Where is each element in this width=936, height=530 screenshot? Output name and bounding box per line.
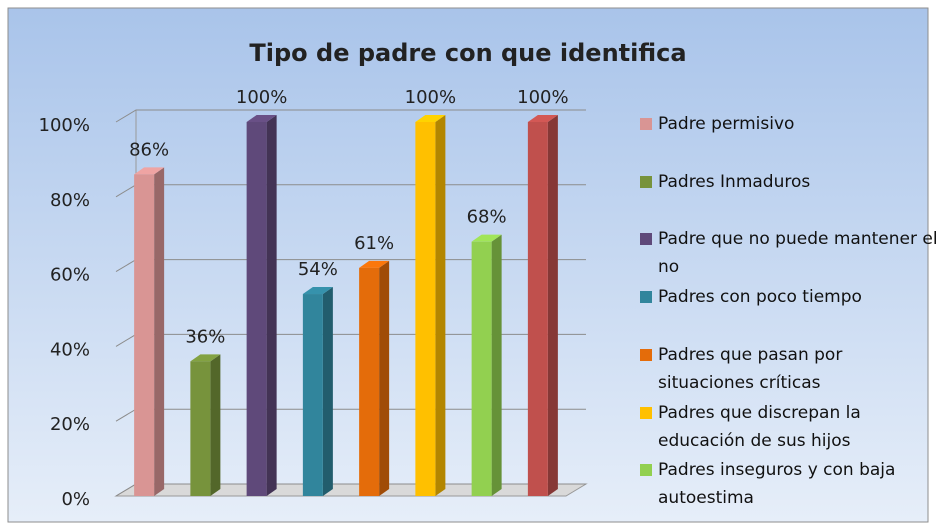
y-tick-label: 20% bbox=[50, 414, 90, 435]
legend-item: Padres inseguros y con baja autoestima bbox=[640, 456, 936, 512]
bar bbox=[134, 174, 155, 497]
bar bbox=[190, 361, 211, 496]
legend-item: Padres que pasan por situaciones crítica… bbox=[640, 341, 936, 397]
bar-top bbox=[527, 115, 558, 122]
bar-top bbox=[190, 354, 221, 362]
y-tick-label: 100% bbox=[39, 115, 90, 136]
bar-side bbox=[435, 115, 446, 496]
bar-side bbox=[547, 115, 558, 496]
value-label: 100% bbox=[236, 87, 287, 108]
floor bbox=[114, 483, 588, 497]
bar bbox=[415, 122, 436, 496]
legend-label: Padres con poco tiempo bbox=[658, 287, 862, 308]
legend-item: Padre permisivo bbox=[640, 110, 936, 138]
value-label: 86% bbox=[129, 139, 169, 160]
y-tick-label: 60% bbox=[50, 265, 90, 286]
legend-label: Padre que no puede mantener el no bbox=[658, 229, 936, 278]
bar bbox=[302, 294, 323, 496]
legend-item: Padre que no puede mantener el no bbox=[640, 225, 936, 281]
bar-side bbox=[154, 167, 165, 497]
bar-side bbox=[266, 115, 277, 496]
y-tick-label: 80% bbox=[50, 190, 90, 211]
legend-swatch bbox=[640, 464, 652, 477]
bar bbox=[246, 122, 267, 496]
y-tick-label: 40% bbox=[50, 339, 90, 360]
bar-top bbox=[471, 234, 502, 242]
value-label: 100% bbox=[405, 87, 456, 108]
value-label: 68% bbox=[467, 207, 507, 228]
bar-side bbox=[322, 287, 333, 496]
legend-item: Padres Inmaduros bbox=[640, 168, 936, 196]
legend-swatch bbox=[640, 406, 652, 419]
chart-title: Tipo de padre con que identifica bbox=[249, 39, 686, 67]
y-tick-label: 0% bbox=[61, 489, 90, 510]
bar-side bbox=[379, 260, 390, 496]
legend-swatch bbox=[640, 233, 652, 246]
bar bbox=[527, 122, 548, 496]
bar-side bbox=[210, 354, 221, 496]
value-label: 61% bbox=[354, 233, 394, 254]
bar-top bbox=[134, 167, 165, 175]
bar-top bbox=[246, 115, 277, 122]
value-label: 54% bbox=[298, 259, 338, 280]
legend-swatch bbox=[640, 291, 652, 304]
bar bbox=[471, 241, 492, 496]
legend-label: Padre permisivo bbox=[658, 114, 795, 134]
bar-top bbox=[302, 287, 333, 295]
value-label: 36% bbox=[185, 326, 225, 347]
legend-label: Padres inseguros y con baja autoestima bbox=[658, 460, 896, 509]
legend-label: Padres que pasan por situaciones crítica… bbox=[658, 344, 843, 393]
legend-item: Padres con poco tiempo bbox=[640, 283, 936, 311]
bar-top bbox=[359, 260, 390, 268]
legend-swatch bbox=[640, 175, 652, 188]
bar-side bbox=[491, 234, 502, 496]
value-label: 100% bbox=[517, 87, 568, 108]
bar bbox=[359, 267, 380, 496]
bar-top bbox=[415, 115, 446, 122]
legend-item: Padres que discrepan la educación de sus… bbox=[640, 399, 936, 455]
legend-label: Padres que discrepan la educación de sus… bbox=[658, 402, 861, 451]
legend-label: Padres Inmaduros bbox=[658, 171, 811, 192]
legend-swatch bbox=[640, 118, 652, 130]
grid-line bbox=[115, 109, 586, 123]
legend-swatch bbox=[640, 348, 652, 361]
